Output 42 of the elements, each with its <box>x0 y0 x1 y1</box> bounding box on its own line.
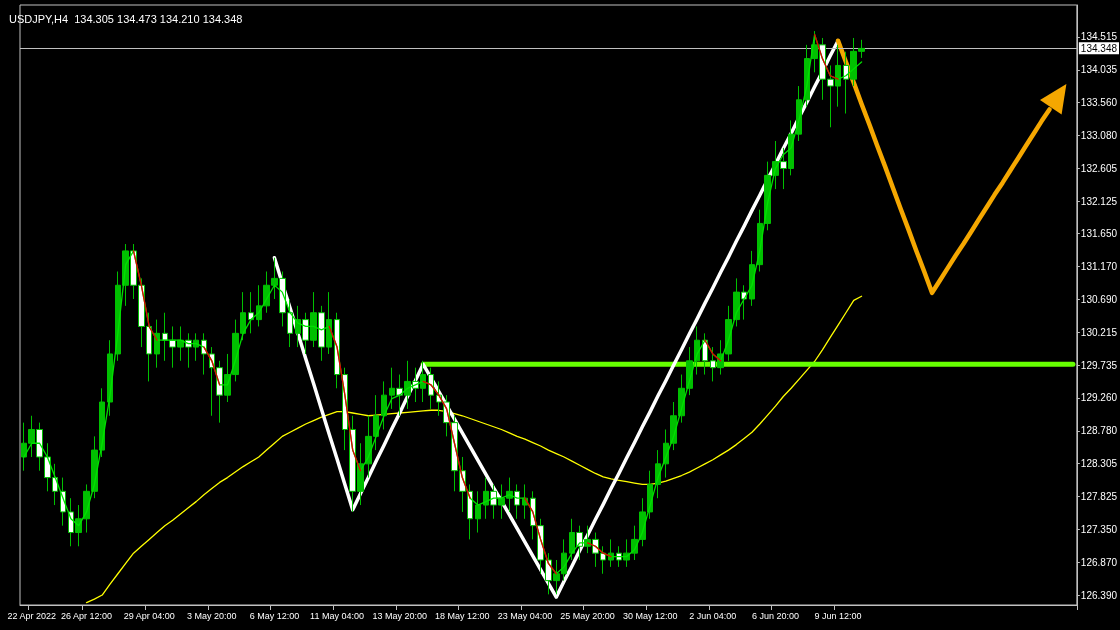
y-tick-label: 127.350 <box>1080 523 1118 535</box>
y-tick-label: 126.390 <box>1080 589 1118 601</box>
y-tick-label: 130.690 <box>1080 294 1118 306</box>
x-tick-label: 9 Jun 12:00 <box>814 610 862 621</box>
y-tick-label: 129.735 <box>1080 359 1118 371</box>
y-tick-label: 131.650 <box>1080 228 1118 240</box>
x-tick-label: 25 May 20:00 <box>560 610 615 621</box>
y-tick-label: 133.080 <box>1080 130 1118 142</box>
x-tick-label: 29 Apr 04:00 <box>123 610 175 621</box>
ref-line-label: 134.348 <box>1080 42 1118 54</box>
y-tick-label: 128.780 <box>1080 425 1118 437</box>
y-tick-label: 133.560 <box>1080 97 1118 109</box>
x-tick-label: 3 May 20:00 <box>187 610 237 621</box>
x-tick-label: 6 Jun 20:00 <box>751 610 799 621</box>
y-tick-label: 134.035 <box>1080 64 1118 76</box>
x-tick-label: 11 May 04:00 <box>310 610 364 621</box>
candlestick <box>428 367 434 410</box>
y-tick-label: 132.125 <box>1080 195 1118 207</box>
candlestick <box>475 490 481 534</box>
candlestick <box>702 332 708 376</box>
y-tick-label: 131.170 <box>1080 261 1118 273</box>
candlestick <box>381 380 387 430</box>
x-tick-label: 30 May 12:00 <box>622 610 678 621</box>
x-tick-label: 22 Apr 2022 <box>7 610 57 621</box>
y-tick-label: 132.605 <box>1080 162 1118 174</box>
y-tick-label: 127.825 <box>1080 490 1118 502</box>
y-tick-label: 128.305 <box>1080 458 1118 469</box>
text: USDJPY,H4 134.305 134.473 134.210 134.348 <box>9 12 243 25</box>
y-tick-label: 130.215 <box>1080 326 1118 338</box>
candlestick <box>467 483 473 540</box>
line-series <box>85 295 863 604</box>
y-tick-label: 134.515 <box>1080 31 1118 43</box>
x-tick-label: 23 May 04:00 <box>497 610 553 621</box>
x-tick-label: 13 May 20:00 <box>372 610 427 621</box>
x-tick-label: 26 Apr 12:00 <box>61 610 113 621</box>
y-tick-label: 126.870 <box>1080 556 1118 568</box>
y-tick-label: 129.260 <box>1080 392 1118 404</box>
candlestick <box>162 312 168 362</box>
candlestick <box>154 319 160 369</box>
x-tick-label: 2 Jun 04:00 <box>689 610 737 621</box>
x-tick-label: 6 May 12:00 <box>249 610 300 621</box>
x-tick-label: 18 May 12:00 <box>435 610 490 621</box>
